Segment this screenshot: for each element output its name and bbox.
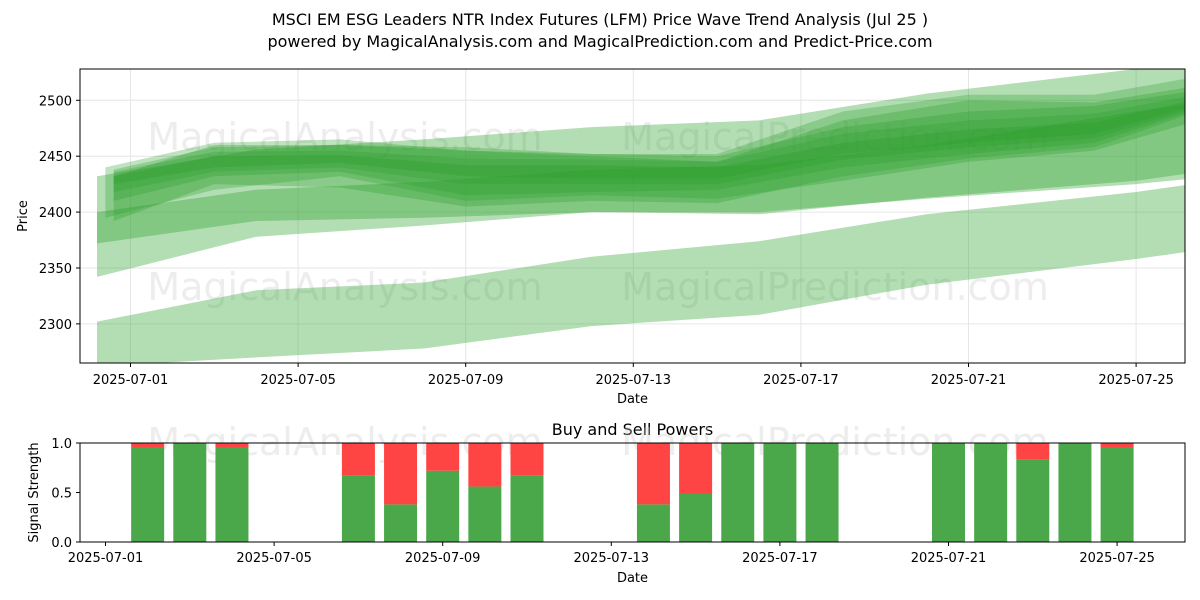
top-yaxis-label: Price	[16, 200, 31, 232]
top-xtick-label: 2025-07-21	[931, 373, 1007, 388]
buy-bar	[1058, 443, 1092, 542]
bottom-xtick-label: 2025-07-09	[405, 551, 481, 566]
buy-bar	[636, 504, 670, 542]
price-wave-band	[97, 104, 1185, 277]
sell-bar	[679, 443, 713, 494]
sell-bar	[341, 443, 375, 476]
top-xtick-label: 2025-07-05	[260, 373, 336, 388]
buy-bar	[173, 443, 207, 542]
buy-bar	[215, 447, 249, 542]
buy-bar	[384, 504, 418, 542]
price-wave-band	[113, 92, 1185, 201]
bottom-xtick-label: 2025-07-13	[574, 551, 650, 566]
top-xaxis-label: Date	[617, 392, 648, 407]
bottom-xtick-label: 2025-07-01	[68, 551, 144, 566]
buy-bar	[468, 486, 502, 542]
bottom-xtick-label: 2025-07-21	[911, 551, 987, 566]
price-wave-band	[97, 69, 1185, 244]
buy-bar	[932, 443, 965, 542]
bottom-ytick-label: 0.0	[51, 536, 72, 551]
chart-subtitle: powered by MagicalAnalysis.com and Magic…	[267, 32, 933, 51]
price-wave-band	[97, 185, 1185, 363]
price-wave-band	[113, 96, 1185, 192]
top-axes-frame	[79, 68, 1186, 364]
watermark-text: MagicalPrediction.com	[621, 265, 1049, 309]
chart-title: MSCI EM ESG Leaders NTR Index Futures (L…	[271, 10, 929, 29]
buy-bar	[510, 475, 544, 542]
buy-bar	[763, 443, 797, 542]
bottom-yaxis-label: Signal Strength	[27, 442, 42, 542]
buy-bar	[679, 493, 713, 542]
price-wave-band	[113, 101, 1185, 185]
buy-bar	[341, 475, 375, 542]
buy-bar	[426, 470, 460, 542]
sell-bar	[215, 443, 249, 448]
top-xtick-label: 2025-07-13	[596, 373, 672, 388]
top-xtick-label: 2025-07-09	[428, 373, 504, 388]
bottom-chart-title: Buy and Sell Powers	[552, 420, 714, 439]
sell-bar	[636, 443, 670, 505]
bottom-xtick-label: 2025-07-17	[742, 551, 818, 566]
buy-bar	[721, 443, 755, 542]
top-ytick-label: 2350	[39, 262, 72, 277]
bottom-xtick-label: 2025-07-25	[1079, 551, 1155, 566]
sell-bar	[510, 443, 544, 476]
buy-bar	[1016, 459, 1050, 542]
buy-bar	[131, 447, 165, 542]
bottom-ytick-label: 1.0	[51, 437, 72, 452]
watermark-text: MagicalAnalysis.com	[147, 115, 542, 159]
price-wave-band	[105, 87, 1185, 218]
top-xtick-label: 2025-07-17	[763, 373, 839, 388]
bottom-xtick-label: 2025-07-05	[236, 551, 312, 566]
sell-bar	[1016, 443, 1050, 460]
top-ytick-label: 2300	[39, 318, 72, 333]
top-xtick-label: 2025-07-01	[93, 373, 169, 388]
top-xtick-label: 2025-07-25	[1098, 373, 1174, 388]
buy-bar	[974, 443, 1008, 542]
sell-bar	[426, 443, 460, 471]
bottom-xaxis-label: Date	[617, 571, 648, 586]
sell-bar	[468, 443, 502, 487]
watermark-text: MagicalAnalysis.com	[147, 265, 542, 309]
buy-bar	[805, 443, 839, 542]
watermark-text: MagicalPrediction.com	[621, 115, 1049, 159]
price-wave-band	[113, 78, 1185, 221]
top-ytick-label: 2450	[39, 150, 72, 165]
sell-bar	[131, 443, 165, 448]
sell-bar	[1100, 443, 1134, 448]
top-bands	[97, 69, 1185, 363]
top-ytick-label: 2500	[39, 94, 72, 109]
bottom-ytick-label: 0.5	[51, 487, 72, 502]
buy-bar	[1100, 447, 1134, 542]
sell-bar	[384, 443, 418, 505]
top-ytick-label: 2400	[39, 206, 72, 221]
